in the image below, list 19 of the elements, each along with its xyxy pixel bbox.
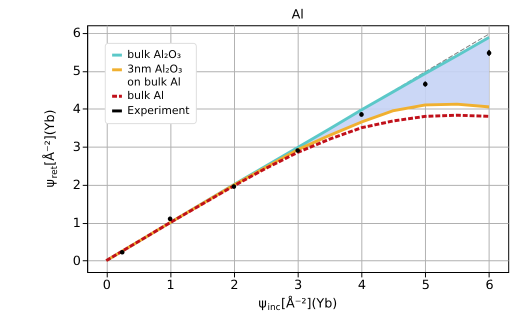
x-tick-label: 5	[422, 277, 430, 292]
y-tick-label: 0	[72, 253, 81, 268]
y-tick-label: 6	[72, 25, 81, 40]
y-axis-title: ψret[Å⁻²](Yb)	[42, 110, 60, 188]
legend-label: bulk Al₂O₃	[127, 48, 182, 62]
x-tick-label: 2	[230, 277, 238, 292]
y-tick-label: 2	[72, 177, 81, 192]
x-tick-label: 3	[294, 277, 302, 292]
y-tick-label: 1	[72, 215, 81, 230]
x-tick-label: 1	[166, 277, 175, 292]
legend-label: bulk Al	[127, 89, 164, 102]
chart-title: Al	[292, 6, 304, 22]
x-tick-label: 0	[102, 277, 111, 292]
legend-label: Experiment	[127, 104, 190, 117]
x-tick-label: 6	[486, 277, 494, 292]
y-tick-label: 5	[72, 63, 81, 78]
x-tick-label: 4	[358, 277, 366, 292]
y-tick-label: 3	[72, 139, 81, 154]
y-tick-label: 4	[72, 101, 81, 116]
